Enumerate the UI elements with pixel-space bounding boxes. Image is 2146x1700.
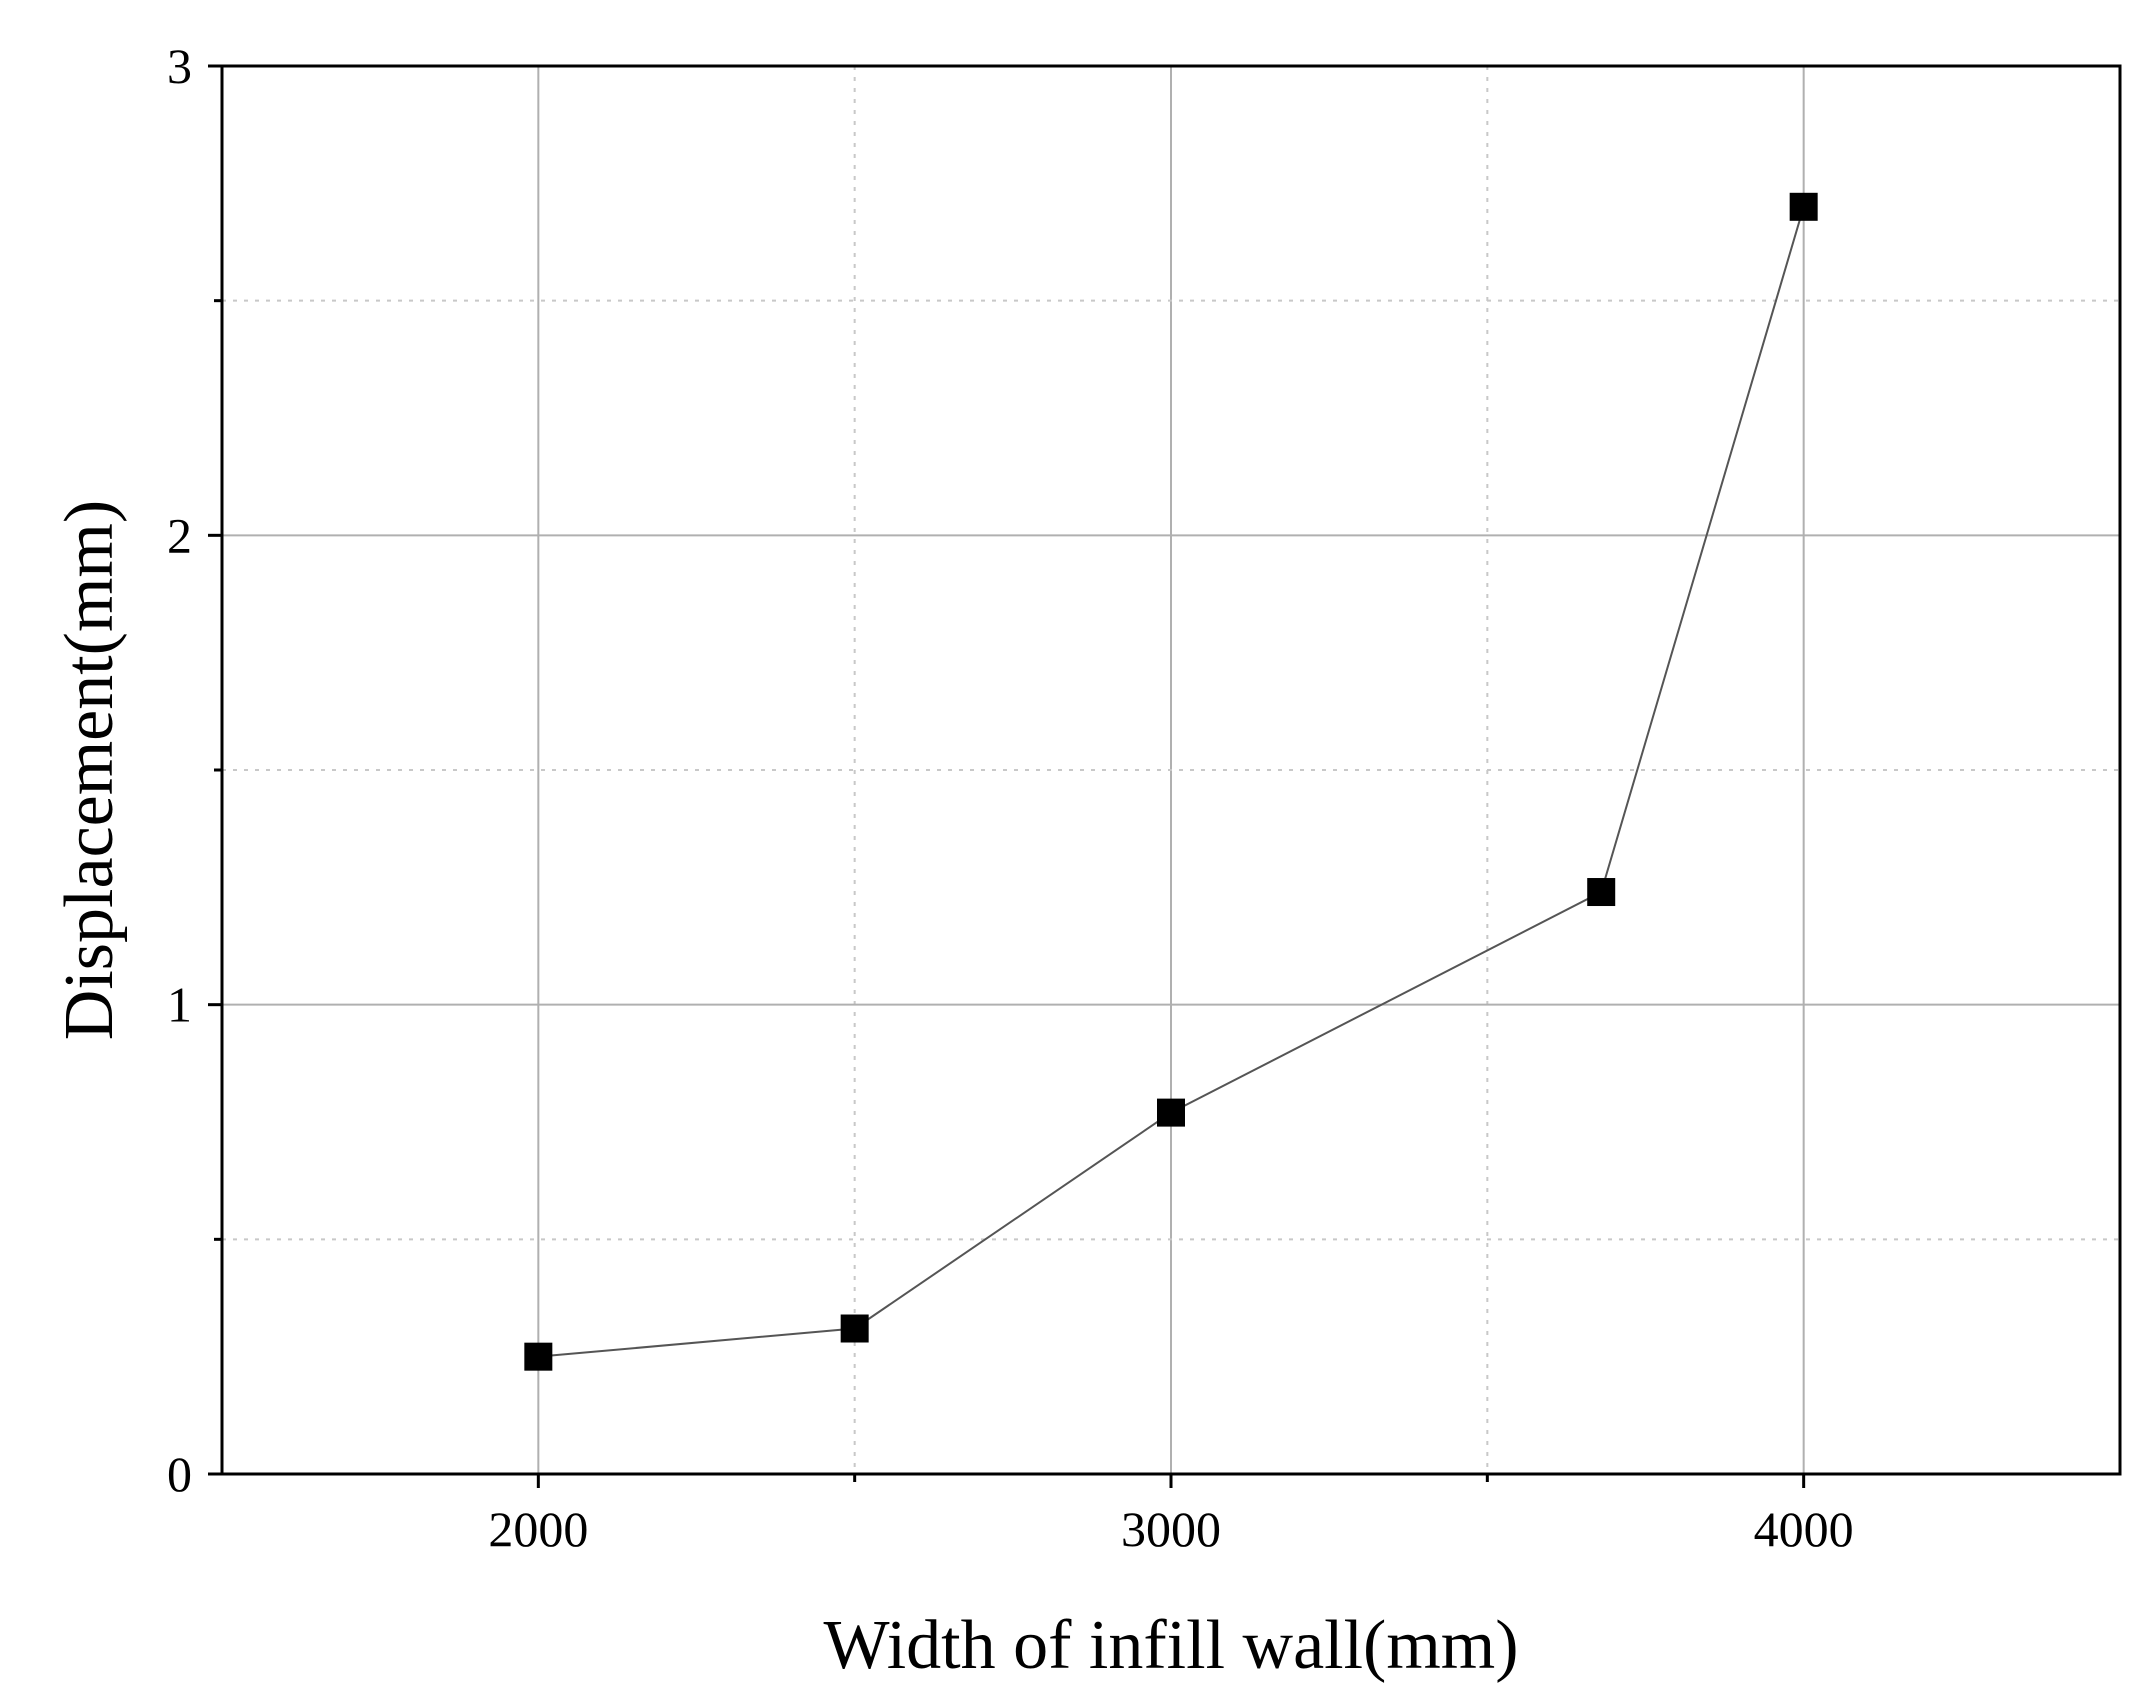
data-point-marker bbox=[1587, 878, 1616, 907]
data-point-marker bbox=[524, 1342, 553, 1371]
x-tick-label: 3000 bbox=[1121, 1501, 1221, 1557]
y-axis-title: Displacement(mm) bbox=[51, 500, 128, 1040]
data-point-marker bbox=[840, 1314, 869, 1343]
tick-labels: 2000 3000 4000 0 1 2 3 bbox=[167, 38, 1854, 1557]
data-point-marker bbox=[1789, 192, 1818, 221]
series-layer bbox=[524, 192, 1818, 1371]
data-point-marker bbox=[1157, 1098, 1185, 1127]
x-tick-label: 4000 bbox=[1754, 1501, 1854, 1557]
axis-ticks bbox=[208, 64, 1806, 1488]
grid-lines bbox=[222, 66, 2120, 1474]
x-axis-title: Width of infill wall(mm) bbox=[823, 1607, 1518, 1684]
x-tick-label: 2000 bbox=[488, 1501, 588, 1557]
y-tick-label: 2 bbox=[167, 507, 192, 563]
y-tick-label: 1 bbox=[167, 977, 192, 1033]
y-tick-label: 3 bbox=[167, 38, 192, 94]
y-tick-label: 0 bbox=[167, 1446, 192, 1502]
